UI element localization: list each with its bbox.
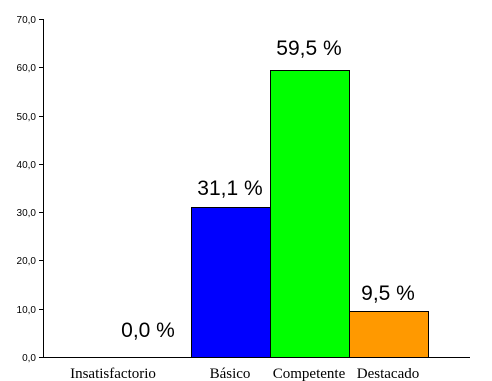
x-category-label: Básico [210, 366, 251, 381]
x-axis: Insatisfactorio Básico Competente Destacado [43, 357, 470, 381]
bar-competente [270, 70, 350, 358]
y-tick-label: 50,0 [17, 112, 37, 123]
data-label: 0,0 % [121, 319, 175, 342]
y-axis: 0,0 10,0 20,0 30,0 40,0 50,0 60,0 70,0 [17, 15, 44, 364]
data-labels: 0,0 % 31,1 % 59,5 % 9,5 % [121, 37, 415, 342]
y-tick-label: 20,0 [17, 256, 37, 267]
data-label: 9,5 % [361, 282, 415, 305]
x-category-label: Competente [273, 366, 346, 381]
x-category-label: Destacado [357, 366, 419, 381]
bar-basico [191, 207, 271, 358]
bars [191, 70, 429, 358]
data-label: 31,1 % [197, 177, 262, 200]
y-tick-label: 40,0 [17, 160, 37, 171]
y-tick-label: 60,0 [17, 63, 37, 74]
bar-destacado [349, 311, 429, 358]
y-tick-label: 0,0 [22, 353, 36, 364]
x-category-label: Insatisfactorio [70, 366, 156, 381]
y-tick-label: 70,0 [17, 15, 37, 26]
y-tick-label: 30,0 [17, 208, 37, 219]
data-label: 59,5 % [276, 37, 341, 60]
y-tick-label: 10,0 [17, 305, 37, 316]
